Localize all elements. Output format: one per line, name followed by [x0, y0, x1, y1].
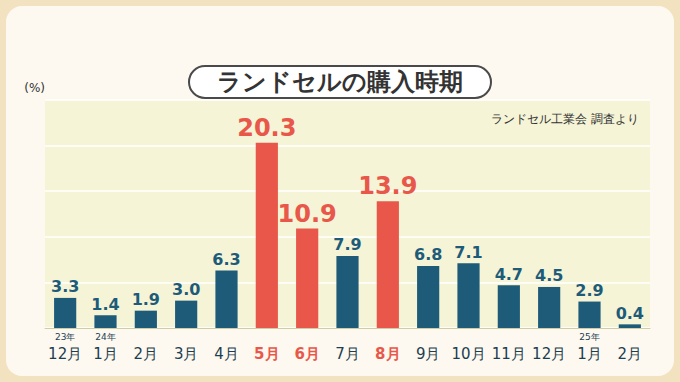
svg-text:3.0: 3.0 — [172, 280, 200, 299]
svg-text:25年: 25年 — [579, 332, 599, 342]
svg-text:2月: 2月 — [618, 345, 643, 363]
svg-text:13.9: 13.9 — [358, 172, 417, 200]
svg-text:8月: 8月 — [375, 345, 400, 363]
svg-text:23年: 23年 — [55, 332, 75, 342]
svg-text:10月: 10月 — [451, 345, 485, 363]
svg-text:1月: 1月 — [93, 345, 118, 363]
svg-text:11月: 11月 — [492, 345, 526, 363]
svg-text:7.9: 7.9 — [333, 235, 361, 254]
svg-text:9月: 9月 — [416, 345, 441, 363]
svg-text:6.8: 6.8 — [414, 245, 442, 264]
svg-text:7.1: 7.1 — [454, 243, 482, 262]
svg-text:12月: 12月 — [532, 345, 566, 363]
svg-text:ランドセル工業会 調査より: ランドセル工業会 調査より — [491, 112, 639, 126]
svg-text:12月: 12月 — [48, 345, 82, 363]
svg-text:1月: 1月 — [577, 345, 602, 363]
svg-text:2月: 2月 — [134, 345, 159, 363]
svg-text:2.9: 2.9 — [575, 281, 603, 300]
svg-text:1.4: 1.4 — [91, 295, 119, 314]
svg-text:7月: 7月 — [335, 345, 360, 363]
svg-text:0.4: 0.4 — [616, 304, 644, 323]
svg-text:(%): (%) — [24, 81, 45, 95]
svg-text:24年: 24年 — [95, 332, 115, 342]
svg-text:6.3: 6.3 — [212, 250, 240, 269]
svg-text:20.3: 20.3 — [237, 114, 296, 142]
svg-text:6月: 6月 — [294, 345, 319, 363]
svg-text:5月: 5月 — [254, 345, 279, 363]
svg-text:1.9: 1.9 — [132, 290, 160, 309]
svg-text:10.9: 10.9 — [278, 200, 337, 228]
svg-text:3月: 3月 — [174, 345, 199, 363]
svg-text:4月: 4月 — [214, 345, 239, 363]
svg-text:3.3: 3.3 — [51, 277, 79, 296]
svg-text:4.7: 4.7 — [495, 265, 523, 284]
svg-text:4.5: 4.5 — [535, 266, 563, 285]
svg-text:ランドセルの購入時期: ランドセルの購入時期 — [217, 68, 463, 96]
